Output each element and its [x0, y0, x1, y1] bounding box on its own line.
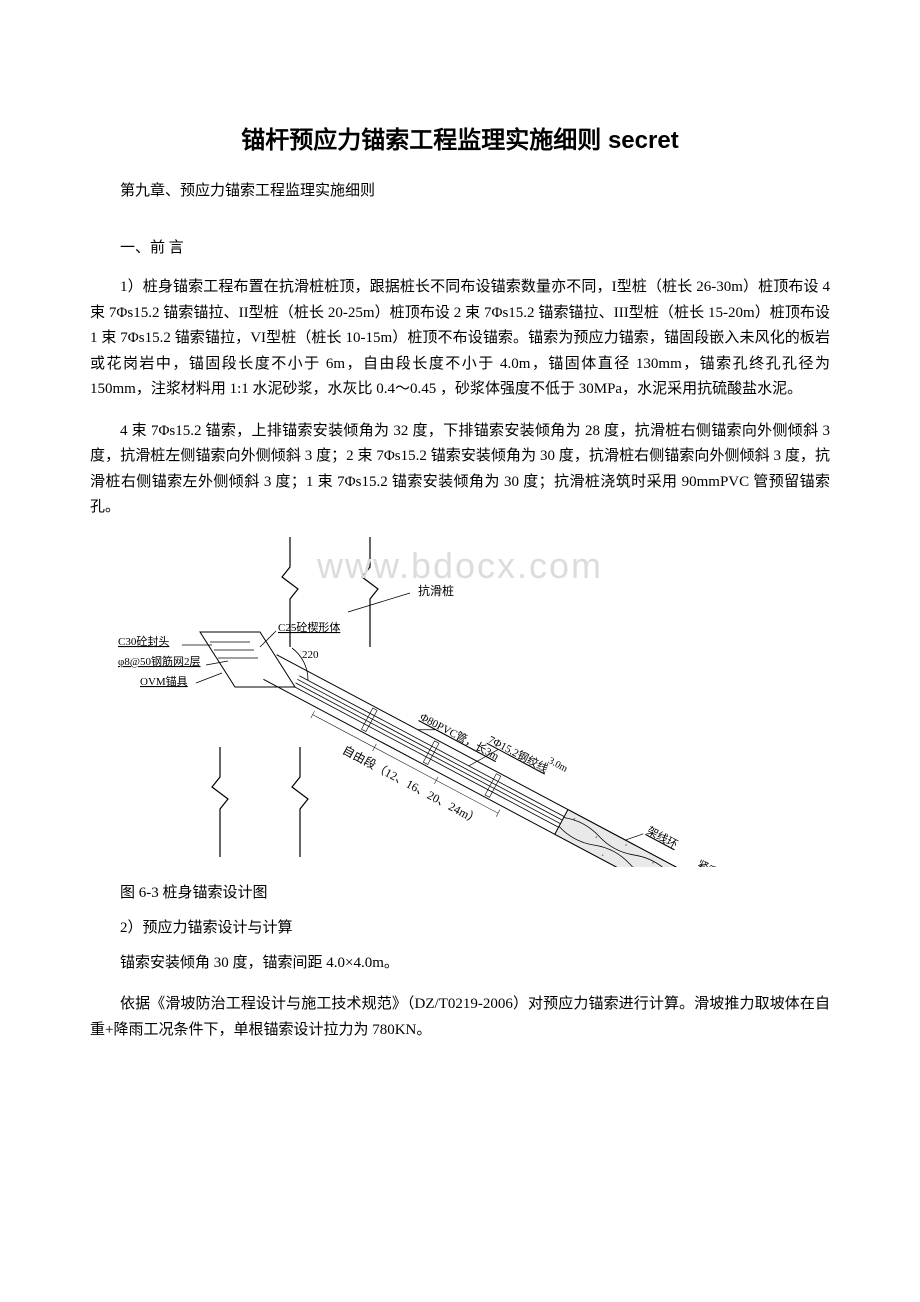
- label-pile: 抗滑桩: [418, 583, 454, 598]
- figure-caption: 图 6-3 桩身锚索设计图: [90, 881, 830, 902]
- paragraph-3: 锚索安装倾角 30 度，锚索间距 4.0×4.0m。: [90, 951, 830, 977]
- chapter-heading: 第九章、预应力锚索工程监理实施细则: [90, 179, 830, 200]
- figure-container: www.bdocx.com 抗滑桩 220 C30砼封头 φ8@50钢筋网2层 …: [90, 537, 830, 867]
- label-frame-ring: 架线环: [645, 823, 681, 851]
- label-angle: 220: [302, 649, 319, 661]
- label-wedge: C25砼楔形体: [278, 620, 340, 634]
- paragraph-sub: 2）预应力锚索设计与计算: [90, 916, 830, 937]
- paragraph-2: 4 束 7Φs15.2 锚索，上排锚索安装倾角为 32 度，下排锚索安装倾角为 …: [90, 419, 830, 521]
- section-heading-1: 一、前 言: [90, 236, 830, 257]
- anchor-cable-diagram: 抗滑桩 220 C30砼封头 φ8@50钢筋网2层 OVM锚具 C25砼楔形体: [110, 537, 810, 867]
- document-title: 锚杆预应力锚索工程监理实施细则 secret: [90, 120, 830, 155]
- label-mesh: φ8@50钢筋网2层: [118, 654, 200, 668]
- paragraph-1: 1）桩身锚索工程布置在抗滑桩桩顶，跟据桩长不同布设锚索数量亦不同，I型桩（桩长 …: [90, 275, 830, 403]
- label-tight-ring: 紧索环: [695, 856, 731, 866]
- label-spacing: 3.0m: [546, 755, 569, 774]
- paragraph-4: 依据《滑坡防治工程设计与施工技术规范》（DZ/T0219-2006）对预应力锚索…: [90, 992, 830, 1043]
- label-anchor-tool: OVM锚具: [140, 674, 188, 688]
- label-seal: C30砼封头: [118, 634, 169, 648]
